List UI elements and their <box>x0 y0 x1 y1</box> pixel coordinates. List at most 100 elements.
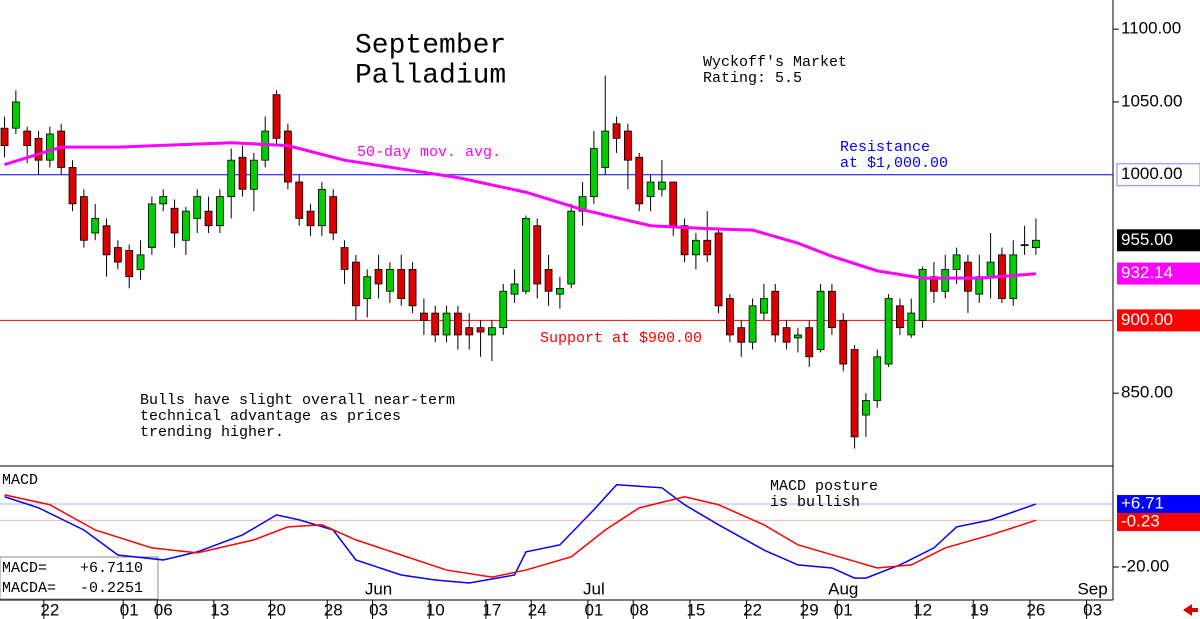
candle-body <box>726 298 734 336</box>
x-tick-label: 15 <box>686 600 705 619</box>
candle-body <box>544 269 553 292</box>
x-tick-label: 17 <box>482 600 501 619</box>
x-tick-label: 24 <box>528 600 547 619</box>
macd-line <box>4 483 1037 584</box>
candle-body <box>567 210 576 285</box>
candle-body <box>193 196 202 219</box>
support-label: Support at $900.00 <box>540 330 702 347</box>
resistance-label: at $1,000.00 <box>840 155 948 172</box>
candle-body <box>408 269 417 307</box>
candle-body <box>624 130 632 161</box>
candle-body <box>0 127 9 147</box>
x-tick-label: 22 <box>743 600 762 619</box>
price-tag <box>1117 229 1200 252</box>
candle-body <box>283 130 292 183</box>
candle-body <box>113 247 122 263</box>
candle-body <box>556 287 564 295</box>
candle-body <box>1020 244 1029 247</box>
candle-body <box>692 239 700 256</box>
candle-body <box>646 181 655 197</box>
h-line-tag <box>1117 309 1200 332</box>
candle-body <box>102 225 111 256</box>
note: trending higher. <box>140 424 284 441</box>
candle-body <box>907 312 916 336</box>
candle-body <box>385 269 394 292</box>
macd-tag <box>1117 495 1200 514</box>
h-line-tag <box>1116 163 1200 187</box>
title: September <box>355 30 506 61</box>
candle-body <box>374 269 383 285</box>
candle-body <box>125 250 134 278</box>
candle-body <box>238 156 247 190</box>
candle-body <box>669 181 678 227</box>
candle-body <box>453 312 462 336</box>
candle-body <box>215 196 224 227</box>
candle-body <box>590 148 598 197</box>
candle-body <box>986 261 995 278</box>
candle-body <box>45 133 54 161</box>
candle-body <box>317 188 326 227</box>
candle-body <box>204 210 213 227</box>
candle-body <box>794 334 802 339</box>
price-tag-label: 932.14 <box>1121 263 1173 282</box>
candle-body <box>329 196 338 234</box>
candle-body <box>442 312 451 336</box>
readout-name: MACD= <box>2 560 47 577</box>
price-tag-label: 955.00 <box>1121 230 1173 249</box>
macd-tag-label: -0.23 <box>1121 512 1160 531</box>
candle-body <box>850 349 859 438</box>
macd-tag <box>1117 513 1200 532</box>
candle-body <box>635 156 644 205</box>
candle-body <box>896 305 904 329</box>
candle-body <box>351 261 360 307</box>
candle-body <box>431 312 440 336</box>
candle-body <box>11 101 20 129</box>
candle-body <box>23 130 32 147</box>
candle-body <box>465 327 474 336</box>
x-tick-label: 08 <box>630 600 649 619</box>
readout-name: MACDA= <box>2 580 56 597</box>
candle-body <box>510 283 519 295</box>
candle-body <box>862 400 870 416</box>
ma-label: 50-day mov. avg. <box>357 144 501 161</box>
candle-body <box>340 247 349 270</box>
candle-body <box>714 232 723 307</box>
month-label: Aug <box>828 579 858 598</box>
month-label: Jul <box>583 579 605 598</box>
candle-body <box>397 269 406 299</box>
macd-note: MACD posture <box>770 478 878 495</box>
candle-body <box>782 327 791 343</box>
candle-body <box>272 94 281 139</box>
candle-body <box>499 290 508 329</box>
x-tick-label: 12 <box>913 600 932 619</box>
rating: Wyckoff's Market <box>703 54 847 71</box>
macd-note: is bullish <box>770 494 860 511</box>
note: technical advantage as prices <box>140 408 401 425</box>
candle-body <box>136 254 145 270</box>
x-tick-label: 29 <box>800 600 819 619</box>
candle-body <box>703 239 712 256</box>
readout-box <box>0 556 159 600</box>
candle-body <box>612 123 621 139</box>
candle-body <box>680 225 689 256</box>
candle-body <box>68 167 77 205</box>
x-tick-label: 19 <box>970 600 989 619</box>
candle-body <box>828 290 836 329</box>
candle-body <box>1032 239 1040 248</box>
candle-body <box>521 218 530 292</box>
macd-title: MACD <box>2 472 38 489</box>
candle-body <box>249 159 258 190</box>
y-tick-label: 1100.00 <box>1121 19 1181 38</box>
candle-body <box>771 290 780 336</box>
candle-body <box>363 276 372 299</box>
candle-body <box>601 130 610 168</box>
price-tag <box>1117 262 1200 285</box>
candle-body <box>839 319 848 365</box>
h-line-label: 900.00 <box>1121 310 1173 329</box>
candle-body <box>737 327 746 343</box>
candle-body <box>873 356 882 401</box>
candle-body <box>419 312 428 321</box>
macd-tag-label: +6.71 <box>1121 494 1164 513</box>
candle-body <box>487 327 496 336</box>
